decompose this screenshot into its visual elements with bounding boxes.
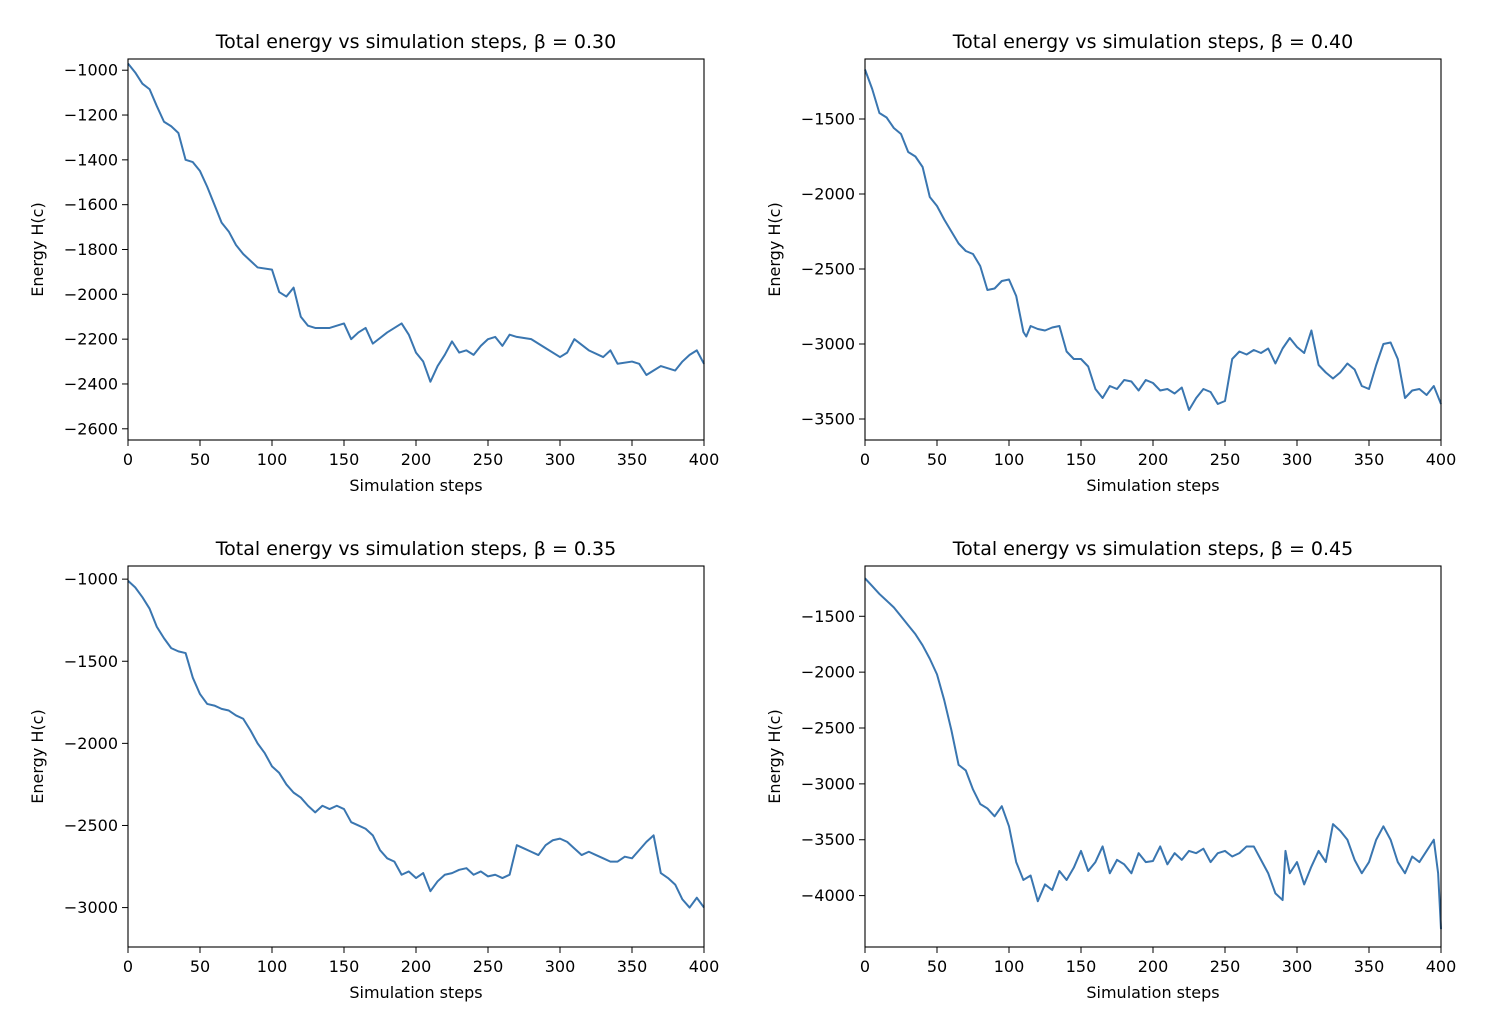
x-tick-label: 100 [994, 957, 1025, 976]
x-tick-label: 300 [1282, 450, 1313, 469]
y-tick-label: −2500 [64, 816, 118, 835]
y-axis-label: Energy H(c) [765, 202, 784, 296]
chart-beta-0-30: 0 50 100 150 200 250 300 350 400 −1000 −1200 −1400 −… [28, 31, 719, 495]
plot-frame [864, 565, 1442, 948]
x-tick-label: 400 [689, 450, 720, 469]
y-tick-label: −2500 [801, 719, 855, 738]
x-tick-label: 0 [123, 957, 133, 976]
y-tick-label: −2600 [64, 419, 118, 438]
y-tick-label: −1000 [64, 570, 118, 589]
x-tick-label: 350 [1354, 957, 1385, 976]
y-tick-label: −2000 [801, 663, 855, 682]
x-tick-label: 150 [329, 957, 360, 976]
x-tick-label: 250 [1210, 450, 1241, 469]
y-tick-label: −1000 [64, 61, 118, 80]
chart-title: Total energy vs simulation steps, β = 0.… [952, 538, 1353, 560]
x-tick-label: 150 [1066, 957, 1097, 976]
x-axis-label: Simulation steps [1086, 983, 1219, 1002]
x-tick-label: 350 [1354, 450, 1385, 469]
series-line [127, 580, 705, 909]
chart-title: Total energy vs simulation steps, β = 0.… [952, 31, 1353, 53]
x-tick-label: 200 [401, 957, 432, 976]
x-tick-label: 100 [994, 450, 1025, 469]
x-tick-label: 400 [1426, 957, 1457, 976]
x-tick-label: 50 [927, 450, 947, 469]
y-tick-label: −4000 [801, 886, 855, 905]
y-axis-label: Energy H(c) [765, 709, 784, 803]
chart-title: Total energy vs simulation steps, β = 0.… [215, 31, 616, 53]
x-tick-label: 250 [473, 957, 504, 976]
chart-title: Total energy vs simulation steps, β = 0.… [215, 538, 616, 560]
y-tick-label: −1500 [801, 110, 855, 129]
y-tick-label: −3000 [801, 335, 855, 354]
y-tick-label: −1500 [801, 607, 855, 626]
y-tick-label: −3500 [801, 410, 855, 429]
series-line [127, 62, 705, 383]
y-tick-label: −3000 [64, 898, 118, 917]
chart-beta-0-35: 0 50 100 150 200 250 300 350 400 −1000 −1500 −2000 −… [28, 538, 719, 1002]
series-line [864, 69, 1442, 411]
x-tick-label: 400 [1426, 450, 1457, 469]
x-tick-label: 0 [860, 450, 870, 469]
y-tick-label: −3000 [801, 774, 855, 793]
x-tick-label: 350 [617, 957, 648, 976]
y-tick-label: −2500 [801, 260, 855, 279]
plot-frame [127, 565, 705, 948]
plot-frame [127, 58, 705, 441]
x-tick-label: 300 [545, 450, 576, 469]
y-tick-label: −1500 [64, 652, 118, 671]
x-tick-label: 200 [401, 450, 432, 469]
y-tick-label: −2000 [64, 734, 118, 753]
x-tick-label: 250 [1210, 957, 1241, 976]
x-axis-label: Simulation steps [349, 476, 482, 495]
x-tick-label: 0 [123, 450, 133, 469]
y-tick-label: −2000 [64, 285, 118, 304]
x-tick-label: 300 [1282, 957, 1313, 976]
x-tick-label: 350 [617, 450, 648, 469]
x-axis-label: Simulation steps [349, 983, 482, 1002]
y-tick-label: −2200 [64, 330, 118, 349]
y-tick-label: −1800 [64, 240, 118, 259]
y-tick-label: −1200 [64, 106, 118, 125]
x-tick-label: 150 [1066, 450, 1097, 469]
y-tick-label: −1400 [64, 150, 118, 169]
y-axis-label: Energy H(c) [28, 709, 47, 803]
x-tick-label: 50 [190, 957, 210, 976]
chart-beta-0-45: 0 50 100 150 200 250 300 350 400 −1500 −2000 −2500 −… [765, 538, 1456, 1002]
x-tick-label: 200 [1138, 450, 1169, 469]
x-tick-label: 100 [257, 450, 288, 469]
x-tick-label: 150 [329, 450, 360, 469]
series-line [864, 577, 1442, 930]
x-tick-label: 100 [257, 957, 288, 976]
x-tick-label: 50 [927, 957, 947, 976]
x-tick-label: 200 [1138, 957, 1169, 976]
x-tick-label: 250 [473, 450, 504, 469]
y-tick-label: −2000 [801, 185, 855, 204]
x-axis-label: Simulation steps [1086, 476, 1219, 495]
x-tick-label: 50 [190, 450, 210, 469]
x-tick-label: 0 [860, 957, 870, 976]
y-tick-label: −3500 [801, 830, 855, 849]
y-tick-label: −1600 [64, 195, 118, 214]
x-tick-label: 300 [545, 957, 576, 976]
chart-beta-0-40: 0 50 100 150 200 250 300 350 400 −1500 −2000 −2500 −… [765, 31, 1456, 495]
y-tick-label: −2400 [64, 374, 118, 393]
x-tick-label: 400 [689, 957, 720, 976]
y-axis-label: Energy H(c) [28, 202, 47, 296]
